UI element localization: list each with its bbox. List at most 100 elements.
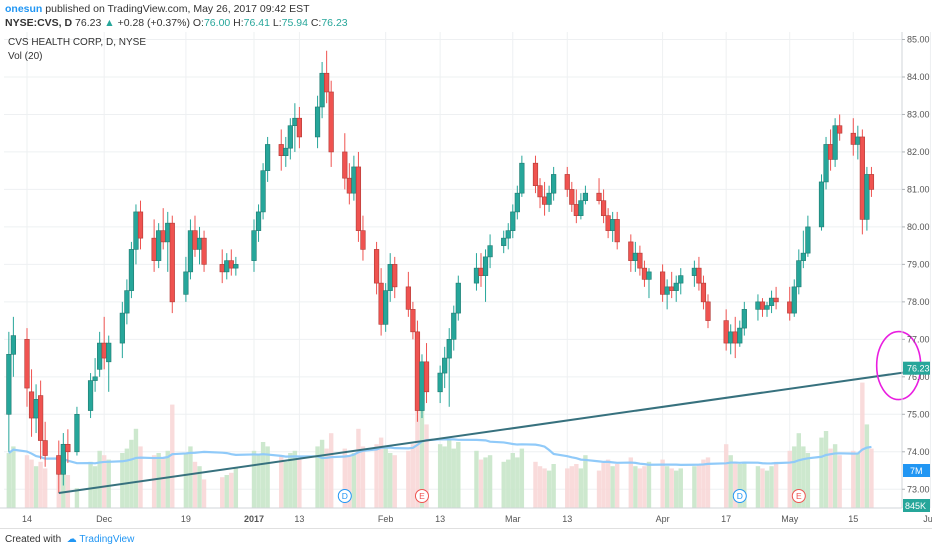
candle-body (455, 282, 461, 314)
volume-bar (542, 468, 547, 508)
candle-body (696, 267, 702, 284)
candle-body (573, 204, 579, 216)
candle-body (864, 174, 870, 220)
price-tick-label: 73.00 (907, 484, 930, 494)
candle (228, 249, 234, 276)
candle (510, 204, 516, 239)
volume-bar (855, 453, 861, 508)
volume-bar (510, 453, 515, 508)
tradingview-logo-icon[interactable]: ☁ (66, 534, 77, 545)
volume-bar (424, 424, 429, 508)
candle (392, 256, 398, 299)
candle-body (669, 286, 675, 291)
candle (283, 136, 289, 167)
volume-bar (319, 439, 325, 508)
volume-bar (138, 446, 143, 508)
candle-body (755, 301, 761, 310)
candle (373, 241, 380, 295)
candle-body (33, 399, 39, 419)
volume-bar (769, 466, 774, 508)
volume-bar (642, 466, 647, 508)
candle (201, 230, 207, 272)
volume-bar (832, 444, 838, 508)
candle-body (169, 222, 175, 303)
candle-body (487, 245, 493, 258)
candle (628, 234, 634, 272)
candle-body (128, 249, 135, 291)
candle (383, 283, 389, 332)
price-tick-label: 74.00 (907, 447, 930, 457)
event-marker: E (414, 489, 429, 503)
volume-bar (565, 468, 570, 508)
candle-body (859, 136, 865, 220)
candle (265, 136, 271, 182)
candle (610, 211, 616, 242)
candle (823, 136, 829, 190)
candle-body (791, 286, 797, 314)
candle-body (124, 290, 130, 314)
candle (128, 241, 135, 299)
time-tick-label: 13 (294, 514, 304, 524)
volume-bar (297, 459, 302, 508)
candle-body (414, 331, 421, 411)
candle (569, 181, 575, 212)
volume-bar (378, 437, 384, 508)
open-value: 76.00 (203, 17, 231, 29)
candle-body (392, 264, 398, 288)
candle (387, 253, 393, 302)
candle-body (805, 226, 811, 254)
candle (800, 230, 806, 269)
candle (678, 268, 684, 295)
volume-ma-tag (903, 464, 930, 477)
candle (773, 286, 779, 310)
candle-body (868, 174, 875, 190)
candle-body (578, 200, 584, 216)
candle (446, 328, 452, 407)
volume-bar (256, 455, 261, 508)
event-marker: E (791, 489, 806, 503)
author-name[interactable]: onesun (5, 3, 43, 15)
time-tick-label: 19 (181, 514, 191, 524)
candle (614, 211, 620, 250)
volume-bar (869, 448, 874, 508)
chart-header: onesun published on TradingView.com, May… (0, 0, 932, 30)
volume-bar (456, 442, 461, 508)
volume-bar (728, 455, 733, 508)
candle-body (296, 117, 303, 138)
volume-bar (156, 453, 161, 508)
close-value: 76.23 (321, 17, 348, 29)
candle (224, 253, 230, 280)
candle (551, 166, 557, 201)
candle (87, 373, 94, 419)
candle (133, 204, 139, 265)
candle (514, 185, 520, 220)
volume-bar (478, 459, 484, 508)
candle-body (328, 91, 334, 153)
candle-body (255, 211, 262, 231)
price-chart[interactable]: D E D E 85.00 84.00 83.00 82.00 81.00 80.00 79.00… (0, 32, 932, 528)
chart-legend-title: CVS HEALTH CORP, D, NYSE (8, 37, 146, 48)
candle (796, 249, 802, 295)
candle (92, 358, 98, 392)
price-tick-label: 84.00 (907, 72, 930, 82)
event-marker-circle (414, 489, 429, 503)
candle-body (832, 125, 838, 160)
candle-body (582, 192, 589, 201)
footer: Created with ☁ TradingView (0, 528, 932, 551)
last-price-tag (903, 361, 930, 375)
candle-body (723, 320, 729, 344)
candle (442, 346, 448, 389)
candle (414, 320, 421, 422)
tradingview-brand[interactable]: TradingView (79, 534, 135, 545)
volume-bar (251, 450, 257, 508)
volume-bar (615, 464, 620, 508)
candle-body (541, 196, 548, 205)
candle (124, 279, 130, 325)
candle (605, 208, 611, 239)
candle-body (737, 327, 743, 344)
candle-body (641, 267, 648, 280)
candle-body (383, 290, 389, 325)
candle (768, 290, 775, 314)
volume-bar (224, 475, 229, 508)
published-line: onesun published on TradingView.com, May… (5, 3, 309, 15)
